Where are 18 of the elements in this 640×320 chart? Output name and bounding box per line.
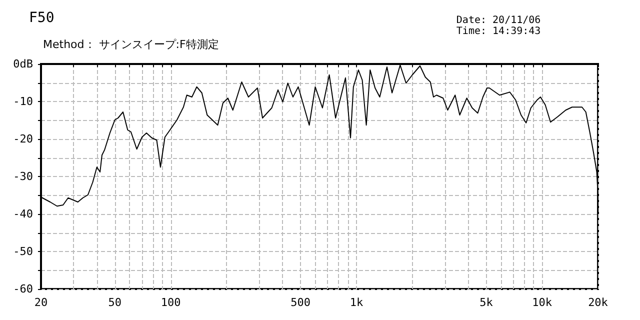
x-tick-label: 10k (532, 296, 552, 309)
x-tick-label: 100 (160, 296, 181, 309)
x-tick-label: 20 (34, 296, 48, 309)
text: Method： サインスイープ:F特測定 (43, 38, 219, 51)
x-tick-label: 1k (350, 296, 364, 309)
x-tick-label: 50 (108, 296, 122, 309)
x-tick-label: 500 (290, 296, 310, 309)
y-tick-label: -20 (13, 132, 33, 146)
x-tick-label: 20k (588, 296, 608, 309)
text: Date: 20/11/06 Time: 14:39:43 (456, 15, 541, 37)
x-tick-label: 5k (480, 296, 494, 309)
y-tick-label: -40 (13, 208, 33, 220)
y-tick-label: -50 (13, 245, 33, 258)
y-tick-label: -10 (13, 95, 33, 108)
y-tick-label: -60 (13, 282, 33, 296)
chart-title: F50 (29, 10, 54, 26)
y-tick-label: 0dB (13, 58, 34, 70)
y-tick-label: -30 (13, 170, 33, 183)
